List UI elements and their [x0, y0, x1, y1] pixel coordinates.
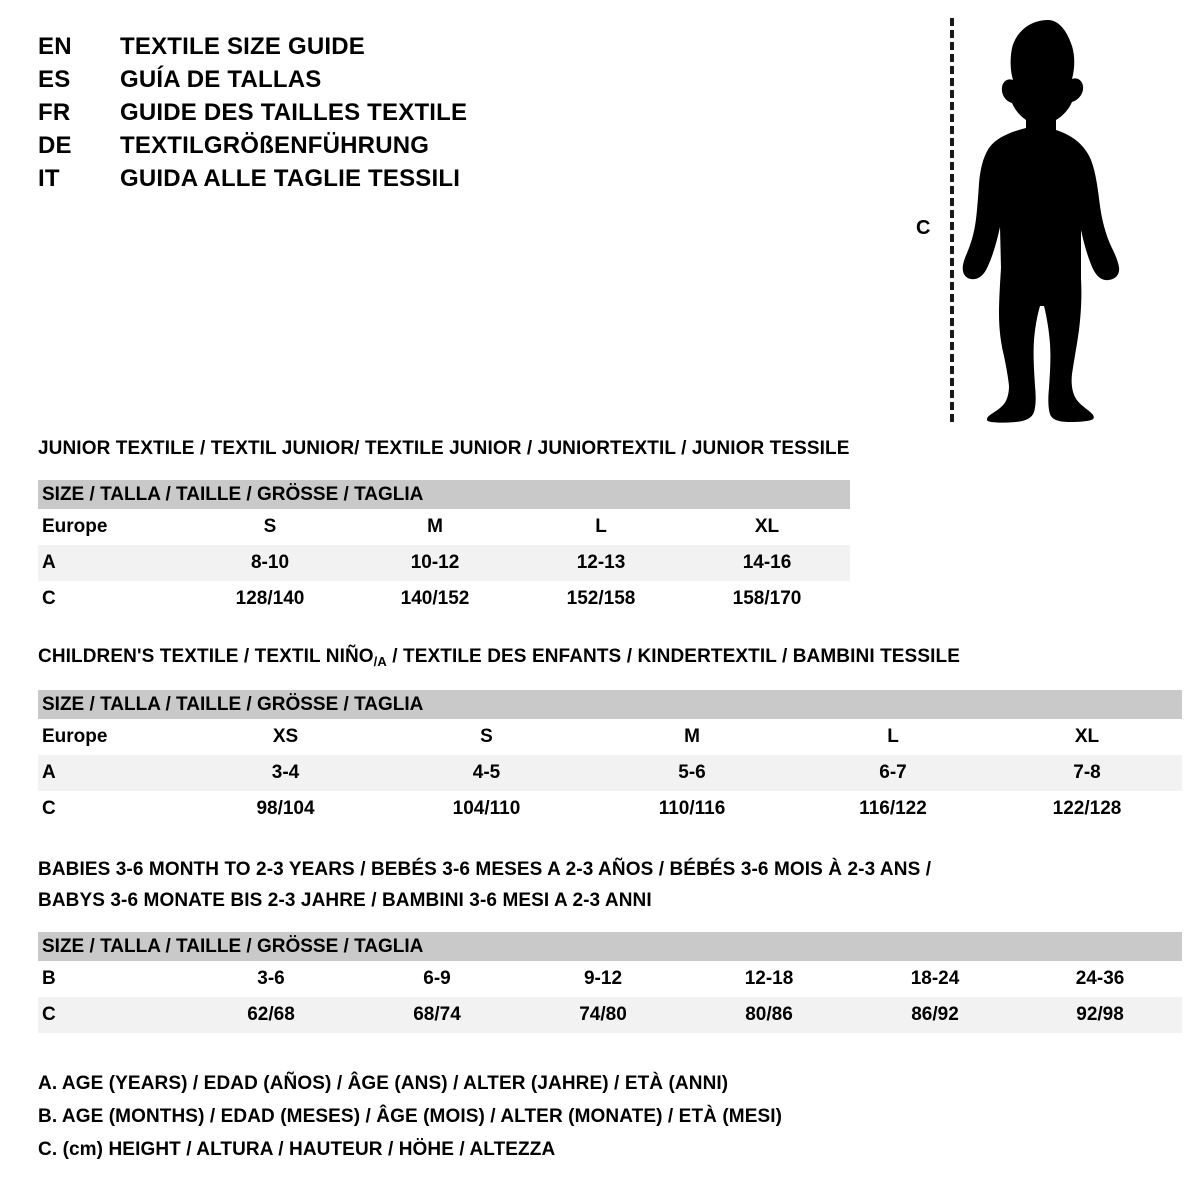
cell: 5-6	[590, 755, 794, 791]
cell: 10-12	[352, 545, 518, 581]
cell: 24-36	[1018, 961, 1183, 997]
babies-section-heading-line2: BABYS 3-6 MONATE BIS 2-3 JAHRE / BAMBINI…	[38, 890, 652, 911]
cell: 3-6	[188, 961, 354, 997]
language-title: TEXTILGRÖßENFÜHRUNG	[120, 132, 430, 159]
cell: S	[383, 719, 590, 755]
language-row: ES GUÍA DE TALLAS	[38, 63, 558, 96]
cell: 98/104	[188, 791, 383, 827]
children-table-band-header: SIZE / TALLA / TAILLE / GRÖSSE / TAGLIA	[38, 690, 1182, 719]
cell: 158/170	[684, 581, 851, 617]
language-code: ES	[38, 66, 71, 93]
language-row: EN TEXTILE SIZE GUIDE	[38, 30, 558, 63]
cell: 92/98	[1018, 997, 1183, 1033]
language-title: GUÍA DE TALLAS	[120, 66, 322, 93]
babies-section-heading-line1: BABIES 3-6 MONTH TO 2-3 YEARS / BEBÉS 3-…	[38, 859, 932, 880]
cell: 18-24	[852, 961, 1018, 997]
table-row: C 62/68 68/74 74/80 80/86 86/92 92/98	[38, 997, 1183, 1033]
cell: XS	[188, 719, 383, 755]
cell: 68/74	[354, 997, 520, 1033]
row-label: Europe	[38, 509, 188, 545]
row-label: C	[38, 791, 188, 827]
cell: S	[188, 509, 352, 545]
junior-section-heading: JUNIOR TEXTILE / TEXTIL JUNIOR/ TEXTILE …	[38, 438, 850, 459]
language-code: DE	[38, 132, 72, 159]
cell: M	[590, 719, 794, 755]
junior-band-label: SIZE / TALLA / TAILLE / GRÖSSE / TAGLIA	[38, 480, 851, 509]
cell: 9-12	[520, 961, 686, 997]
cell: 110/116	[590, 791, 794, 827]
babies-table-band-header: SIZE / TALLA / TAILLE / GRÖSSE / TAGLIA	[38, 932, 1183, 961]
table-row: Europe S M L XL	[38, 509, 851, 545]
babies-size-table: SIZE / TALLA / TAILLE / GRÖSSE / TAGLIA …	[38, 932, 1183, 1033]
table-row: C 128/140 140/152 152/158 158/170	[38, 581, 851, 617]
cell: 74/80	[520, 997, 686, 1033]
row-label: B	[38, 961, 188, 997]
child-silhouette-icon	[962, 20, 1120, 423]
cell: 86/92	[852, 997, 1018, 1033]
row-label: C	[38, 581, 188, 617]
cell: 7-8	[992, 755, 1182, 791]
language-row: DE TEXTILGRÖßENFÜHRUNG	[38, 129, 558, 162]
children-heading-post: / TEXTILE DES ENFANTS / KINDERTEXTIL / B…	[386, 646, 960, 667]
height-measurement-figure: C	[900, 10, 1140, 430]
language-code: IT	[38, 165, 60, 192]
table-row: A 3-4 4-5 5-6 6-7 7-8	[38, 755, 1182, 791]
language-title: TEXTILE SIZE GUIDE	[120, 33, 365, 60]
language-code: EN	[38, 33, 72, 60]
table-row: B 3-6 6-9 9-12 12-18 18-24 24-36	[38, 961, 1183, 997]
table-row: C 98/104 104/110 110/116 116/122 122/128	[38, 791, 1182, 827]
cell: L	[518, 509, 684, 545]
cell: 12-13	[518, 545, 684, 581]
row-label: A	[38, 545, 188, 581]
children-heading-subscript: /A	[373, 654, 387, 669]
cell: XL	[684, 509, 851, 545]
table-row: Europe XS S M L XL	[38, 719, 1182, 755]
cell: 140/152	[352, 581, 518, 617]
row-label: Europe	[38, 719, 188, 755]
children-section-heading: CHILDREN'S TEXTILE / TEXTIL NIÑO/A / TEX…	[38, 644, 960, 675]
measurement-legend: A. AGE (YEARS) / EDAD (AÑOS) / ÂGE (ANS)…	[38, 1067, 1038, 1166]
row-label: A	[38, 755, 188, 791]
language-row: IT GUIDA ALLE TAGLIE TESSILI	[38, 162, 558, 195]
legend-line-c: C. (cm) HEIGHT / ALTURA / HAUTEUR / HÖHE…	[38, 1139, 556, 1160]
cell: 6-9	[354, 961, 520, 997]
cell: 128/140	[188, 581, 352, 617]
cell: 152/158	[518, 581, 684, 617]
cell: 3-4	[188, 755, 383, 791]
cell: 122/128	[992, 791, 1182, 827]
height-measure-label: C	[916, 217, 931, 239]
cell: 104/110	[383, 791, 590, 827]
cell: 80/86	[686, 997, 852, 1033]
children-band-label: SIZE / TALLA / TAILLE / GRÖSSE / TAGLIA	[38, 690, 1182, 719]
language-code: FR	[38, 99, 71, 126]
language-title: GUIDA ALLE TAGLIE TESSILI	[120, 165, 461, 192]
cell: L	[794, 719, 992, 755]
table-row: A 8-10 10-12 12-13 14-16	[38, 545, 851, 581]
children-heading-pre: CHILDREN'S TEXTILE / TEXTIL NIÑO	[38, 646, 374, 667]
cell: 6-7	[794, 755, 992, 791]
cell: 116/122	[794, 791, 992, 827]
cell: 62/68	[188, 997, 354, 1033]
cell: M	[352, 509, 518, 545]
cell: 12-18	[686, 961, 852, 997]
height-dashed-line	[950, 18, 954, 422]
language-row: FR GUIDE DES TAILLES TEXTILE	[38, 96, 558, 129]
children-size-table: SIZE / TALLA / TAILLE / GRÖSSE / TAGLIA …	[38, 690, 1182, 827]
legend-line-a: A. AGE (YEARS) / EDAD (AÑOS) / ÂGE (ANS)…	[38, 1073, 729, 1094]
row-label: C	[38, 997, 188, 1033]
junior-size-table: SIZE / TALLA / TAILLE / GRÖSSE / TAGLIA …	[38, 480, 851, 617]
babies-band-label: SIZE / TALLA / TAILLE / GRÖSSE / TAGLIA	[38, 932, 1183, 961]
junior-table-band-header: SIZE / TALLA / TAILLE / GRÖSSE / TAGLIA	[38, 480, 851, 509]
language-title-block: EN TEXTILE SIZE GUIDE ES GUÍA DE TALLAS …	[38, 30, 558, 195]
cell: 4-5	[383, 755, 590, 791]
cell: 8-10	[188, 545, 352, 581]
cell: 14-16	[684, 545, 851, 581]
cell: XL	[992, 719, 1182, 755]
language-title: GUIDE DES TAILLES TEXTILE	[120, 99, 468, 126]
legend-line-b: B. AGE (MONTHS) / EDAD (MESES) / ÂGE (MO…	[38, 1106, 783, 1127]
